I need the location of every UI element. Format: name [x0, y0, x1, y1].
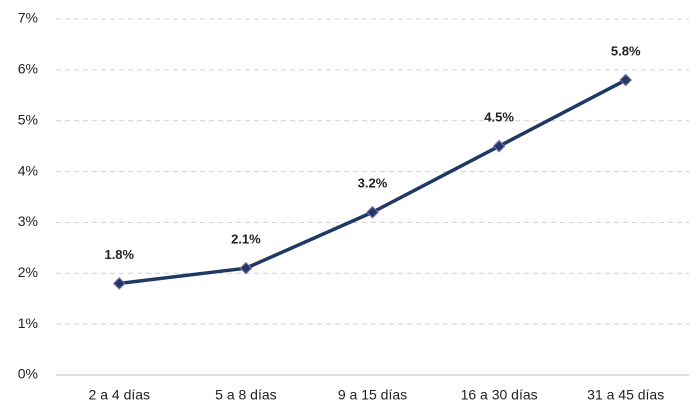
marker [239, 261, 253, 275]
y-tick-label: 2% [18, 264, 38, 280]
y-tick-label: 4% [18, 162, 38, 178]
y-tick-label: 3% [18, 213, 38, 229]
x-tick-label: 9 a 15 días [338, 387, 407, 403]
value-label: 4.5% [484, 110, 514, 125]
y-tick-label: 7% [18, 10, 38, 26]
x-tick-label: 31 a 45 días [587, 387, 664, 403]
y-tick-label: 0% [18, 366, 38, 382]
marker [112, 277, 126, 290]
value-label: 5.8% [611, 43, 641, 58]
x-tick-label: 16 a 30 días [461, 387, 538, 403]
y-tick-label: 5% [18, 111, 38, 127]
value-label: 3.2% [358, 176, 388, 191]
y-tick-label: 6% [18, 61, 38, 77]
marker [366, 205, 379, 219]
value-label: 1.8% [104, 247, 134, 262]
y-tick-label: 1% [18, 315, 38, 331]
marker [492, 139, 506, 153]
marker [619, 73, 633, 87]
x-tick-label: 5 a 8 días [215, 387, 277, 403]
x-tick-label: 2 a 4 días [89, 387, 151, 403]
value-label: 2.1% [231, 232, 261, 247]
